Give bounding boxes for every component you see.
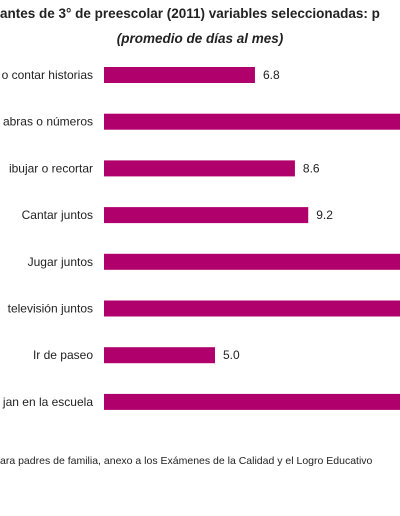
category-label: televisión juntos	[8, 302, 93, 316]
bar	[104, 113, 400, 130]
category-label: Jugar juntos	[28, 255, 93, 269]
value-label: 9.2	[316, 208, 333, 222]
bar	[104, 300, 400, 317]
value-label: 6.8	[263, 68, 280, 82]
chart-title: antes de 3° de preescolar (2011) variabl…	[0, 6, 380, 21]
bar	[104, 160, 295, 177]
category-label: Cantar juntos	[22, 208, 93, 222]
bar	[104, 393, 400, 410]
value-label: 8.6	[303, 161, 320, 175]
bar	[104, 253, 400, 270]
category-label: o contar historias	[2, 68, 93, 82]
category-label: jan en la escuela	[2, 395, 93, 409]
bar	[104, 347, 215, 364]
bar	[104, 207, 309, 224]
value-label: 5.0	[223, 348, 240, 362]
category-label: ibujar o recortar	[9, 161, 93, 175]
source-note: ara padres de familia, anexo a los Exáme…	[0, 455, 373, 467]
bar	[104, 67, 255, 83]
category-label: abras o números	[3, 115, 93, 129]
category-label: Ir de paseo	[33, 348, 93, 362]
chart-subtitle: (promedio de días al mes)	[116, 31, 284, 46]
